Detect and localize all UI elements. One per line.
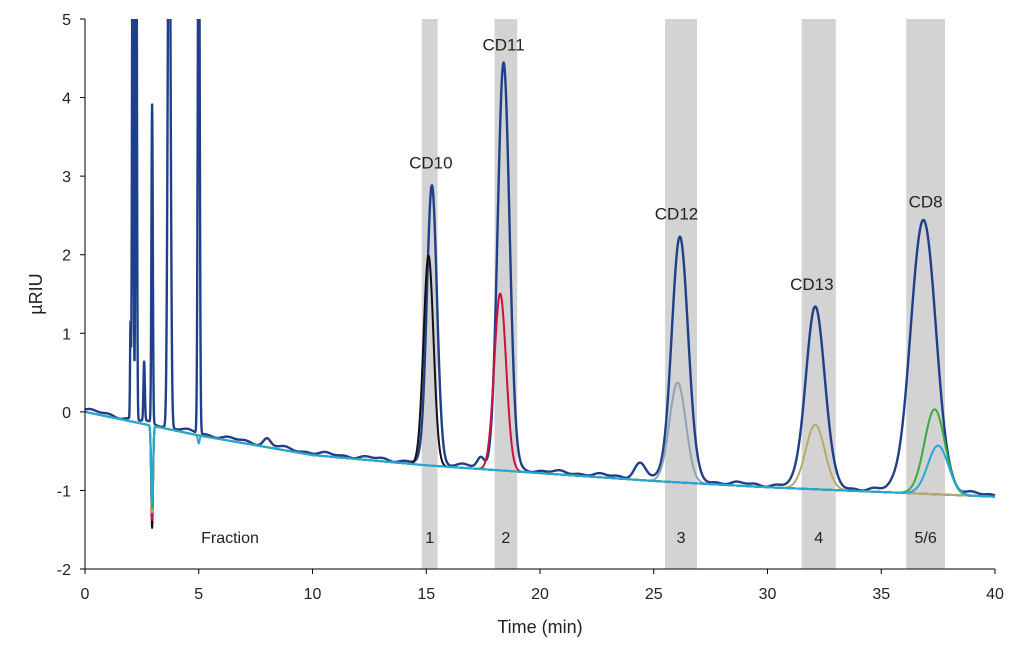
fraction-number-label: 2 (501, 530, 510, 547)
traces (85, 19, 996, 529)
peak-label: CD12 (655, 204, 698, 223)
y-tick-label: 3 (62, 169, 71, 186)
y-tick-label: -2 (57, 562, 71, 579)
trace-line-5 (85, 408, 996, 510)
peak-label: CD13 (790, 275, 833, 294)
fraction-band (665, 19, 697, 569)
x-tick-label: 40 (986, 586, 1004, 603)
peak-label: CD8 (909, 193, 943, 212)
y-tick-label: 4 (62, 91, 71, 108)
trace-line-4 (85, 410, 996, 514)
y-tick-label: 5 (62, 12, 71, 29)
y-tick-label: 1 (62, 326, 71, 343)
y-tick-label: -1 (57, 483, 71, 500)
trace-line-0 (85, 19, 996, 497)
fraction-number-label: 3 (677, 530, 686, 547)
y-tick-label: 0 (62, 405, 71, 422)
fraction-number-label: 4 (814, 530, 823, 547)
x-tick-label: 30 (759, 586, 777, 603)
x-tick-label: 25 (645, 586, 663, 603)
labels: Time (min) µRIU Fraction 1 2 3 4 5/6 CD10 CD11… (26, 35, 943, 637)
trace-line-1 (85, 254, 996, 529)
x-tick-label: 10 (304, 586, 322, 603)
y-tick-label: 2 (62, 248, 71, 265)
fraction-band (421, 19, 438, 569)
x-tick-label: 20 (531, 586, 549, 603)
x-tick-label: 35 (872, 586, 890, 603)
x-tick-label: 0 (81, 586, 90, 603)
x-tick-label: 15 (417, 586, 435, 603)
trace-line-2 (85, 292, 996, 522)
peak-label: CD11 (482, 35, 524, 54)
fraction-number-label: 5/6 (914, 530, 936, 547)
x-tick-label: 5 (194, 586, 203, 603)
fraction-number-label: 1 (425, 530, 434, 547)
fraction-band (801, 19, 836, 569)
x-axis-label: Time (min) (497, 617, 582, 637)
fraction-label: Fraction (201, 530, 259, 547)
y-axis-label: µRIU (26, 273, 46, 314)
peak-label: CD10 (409, 153, 452, 172)
trace-line-6 (85, 410, 996, 506)
axes: -2 -1 0 1 2 3 4 5 0 5 10 15 20 25 30 35 40 (57, 12, 1004, 603)
trace-line-3 (85, 381, 996, 514)
